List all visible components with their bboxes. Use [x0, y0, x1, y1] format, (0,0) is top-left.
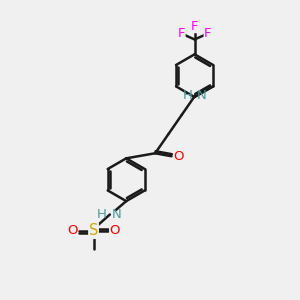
Text: O: O: [110, 224, 120, 237]
Text: H: H: [182, 89, 192, 102]
Text: O: O: [67, 224, 77, 237]
Text: S: S: [89, 223, 98, 238]
Text: N: N: [197, 89, 206, 102]
Text: H: H: [97, 208, 107, 221]
Text: F: F: [204, 27, 212, 40]
Text: F: F: [191, 20, 198, 33]
Text: N: N: [111, 208, 121, 221]
Text: F: F: [178, 27, 185, 40]
Text: O: O: [174, 150, 184, 163]
